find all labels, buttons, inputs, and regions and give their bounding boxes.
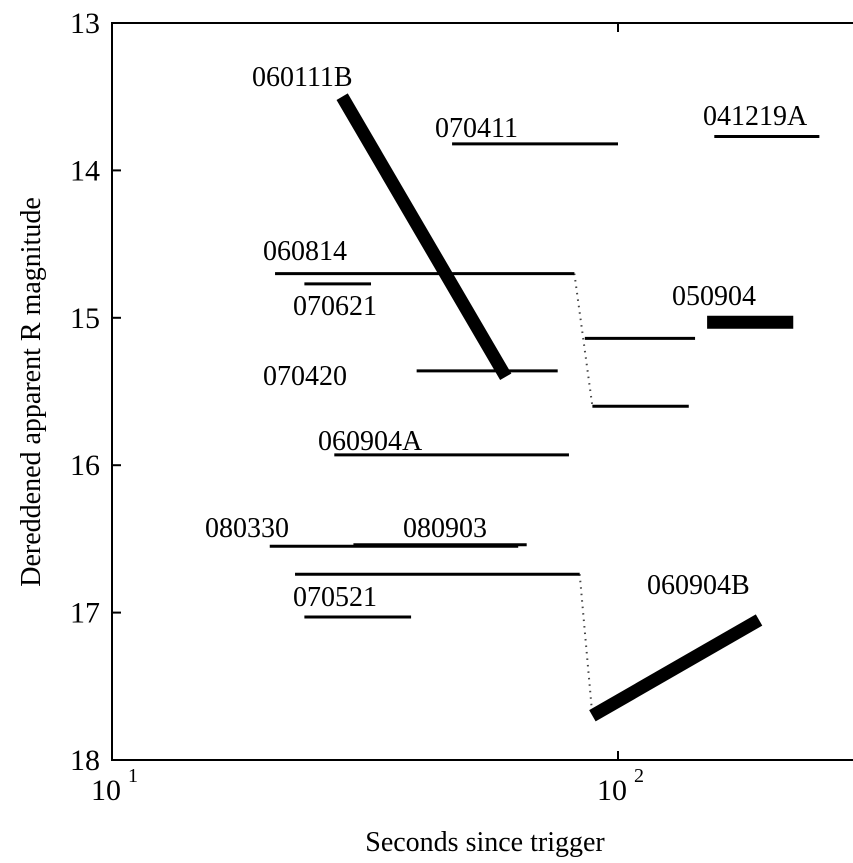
data-segments xyxy=(269,93,820,722)
segment-060904b xyxy=(589,614,763,722)
x-tick-exponent: 2 xyxy=(634,765,644,787)
connector-lines xyxy=(573,273,594,716)
connector-line-2 xyxy=(578,574,594,716)
segment-label-060814: 060814 xyxy=(263,236,347,267)
plot-frame xyxy=(111,22,853,761)
y-tick-label: 14 xyxy=(70,154,100,187)
segment-label-041219a: 041219A xyxy=(703,101,808,132)
segment-label-070420: 070420 xyxy=(263,361,347,392)
segment-label-080330: 080330 xyxy=(205,513,289,544)
segment-060111b xyxy=(336,93,512,381)
segment-label-060111b: 060111B xyxy=(252,62,353,93)
x-tick-label: 10 xyxy=(597,774,627,807)
y-tick-label: 18 xyxy=(70,744,100,777)
segment-label-060904a: 060904A xyxy=(318,426,423,457)
segment-label-070521: 070521 xyxy=(293,582,377,613)
segment-label-060904b: 060904B xyxy=(647,570,750,601)
segment-labels: 060111B 070411 041219A 060814 070621 050904 07… xyxy=(205,62,808,613)
segment-label-070621: 070621 xyxy=(293,291,377,322)
y-tick-label: 16 xyxy=(70,449,100,482)
y-axis-label: Dereddened apparent R magnitude xyxy=(16,197,47,587)
segment-label-080903: 080903 xyxy=(403,513,487,544)
connector-line-1 xyxy=(573,273,594,407)
y-tick-label: 17 xyxy=(70,597,100,630)
x-axis-label: Seconds since trigger xyxy=(365,827,605,858)
y-tick-label: 15 xyxy=(70,302,100,335)
x-tick-exponent: 1 xyxy=(128,765,138,787)
x-tick-label: 10 xyxy=(91,774,121,807)
segment-label-050904: 050904 xyxy=(672,281,756,312)
y-tick-label: 13 xyxy=(70,7,100,40)
segment-label-070411: 070411 xyxy=(435,113,518,144)
